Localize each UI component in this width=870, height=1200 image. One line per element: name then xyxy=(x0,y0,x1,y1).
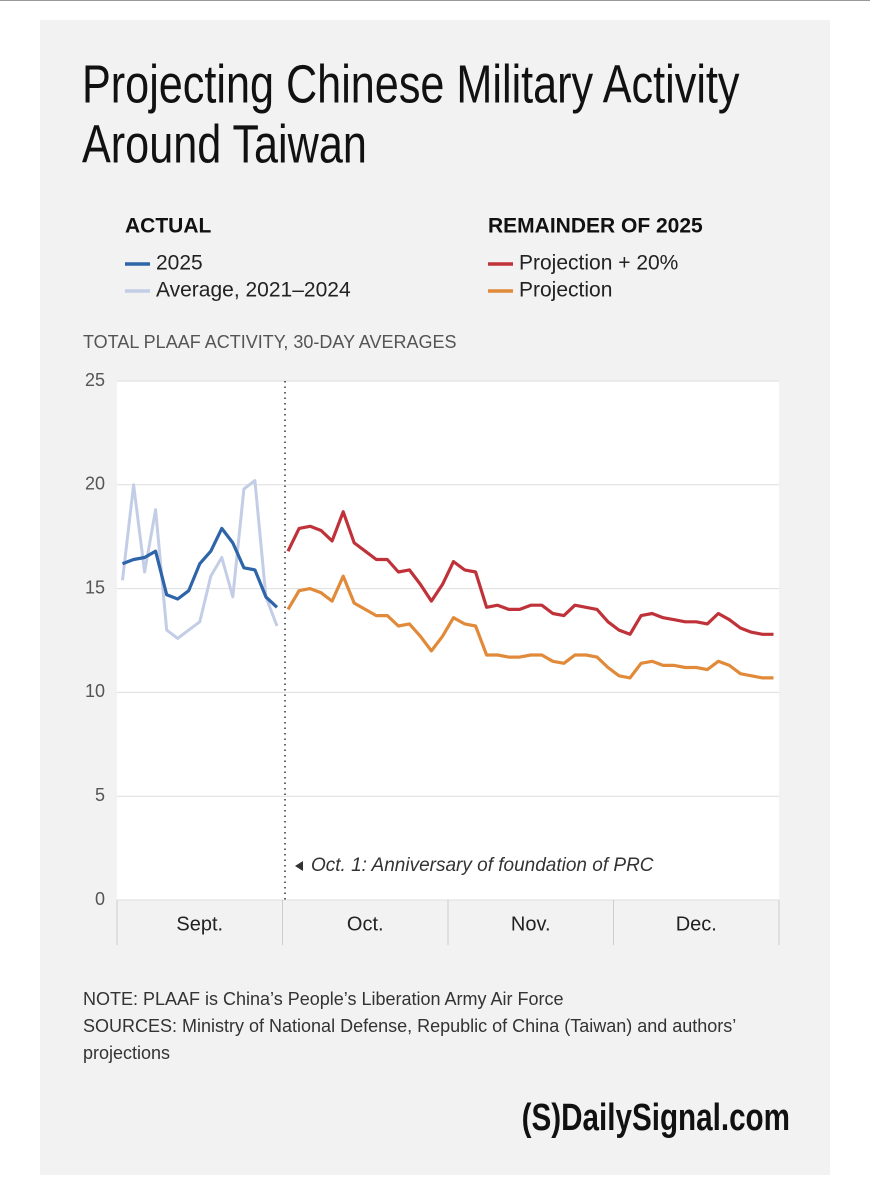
chart-title: Projecting Chinese Military Activity xyxy=(82,55,740,115)
legend-label: Average, 2021–2024 xyxy=(156,279,351,302)
legend-title: REMAINDER OF 2025 xyxy=(488,215,703,238)
y-tick-label: 15 xyxy=(85,577,105,597)
legend-label: 2025 xyxy=(156,252,203,275)
line-series xyxy=(286,510,774,636)
line-series xyxy=(121,526,279,609)
y-tick-label: 0 xyxy=(95,889,105,909)
x-tick-label: Nov. xyxy=(511,913,551,935)
axis-title: TOTAL PLAAF ACTIVITY, 30-DAY AVERAGES xyxy=(83,332,456,352)
x-tick-label: Dec. xyxy=(676,913,717,935)
line-series xyxy=(286,574,774,680)
x-tick-label: Oct. xyxy=(347,913,384,935)
legend-title: ACTUAL xyxy=(125,215,211,238)
y-tick-label: 25 xyxy=(85,370,105,390)
line-series xyxy=(121,479,279,640)
y-tick-label: 10 xyxy=(85,681,105,701)
annotation-arrow xyxy=(295,861,303,871)
annotation: Oct. 1: Anniversary of foundation of PRC xyxy=(311,855,654,876)
notes: NOTE: PLAAF is China’s People’s Liberati… xyxy=(83,986,743,1067)
y-tick-label: 20 xyxy=(85,474,105,494)
legend-label: Projection + 20% xyxy=(519,252,678,275)
brand: (S)DailySignal.com xyxy=(522,1097,790,1139)
sources: SOURCES: Ministry of National Defense, R… xyxy=(83,1016,736,1063)
chart-title: Around Taiwan xyxy=(82,115,367,175)
plot-area xyxy=(117,381,779,900)
y-tick-label: 5 xyxy=(95,785,105,805)
legend-label: Projection xyxy=(519,279,612,302)
note: NOTE: PLAAF is China’s People’s Liberati… xyxy=(83,989,564,1009)
x-tick-label: Sept. xyxy=(176,913,223,935)
